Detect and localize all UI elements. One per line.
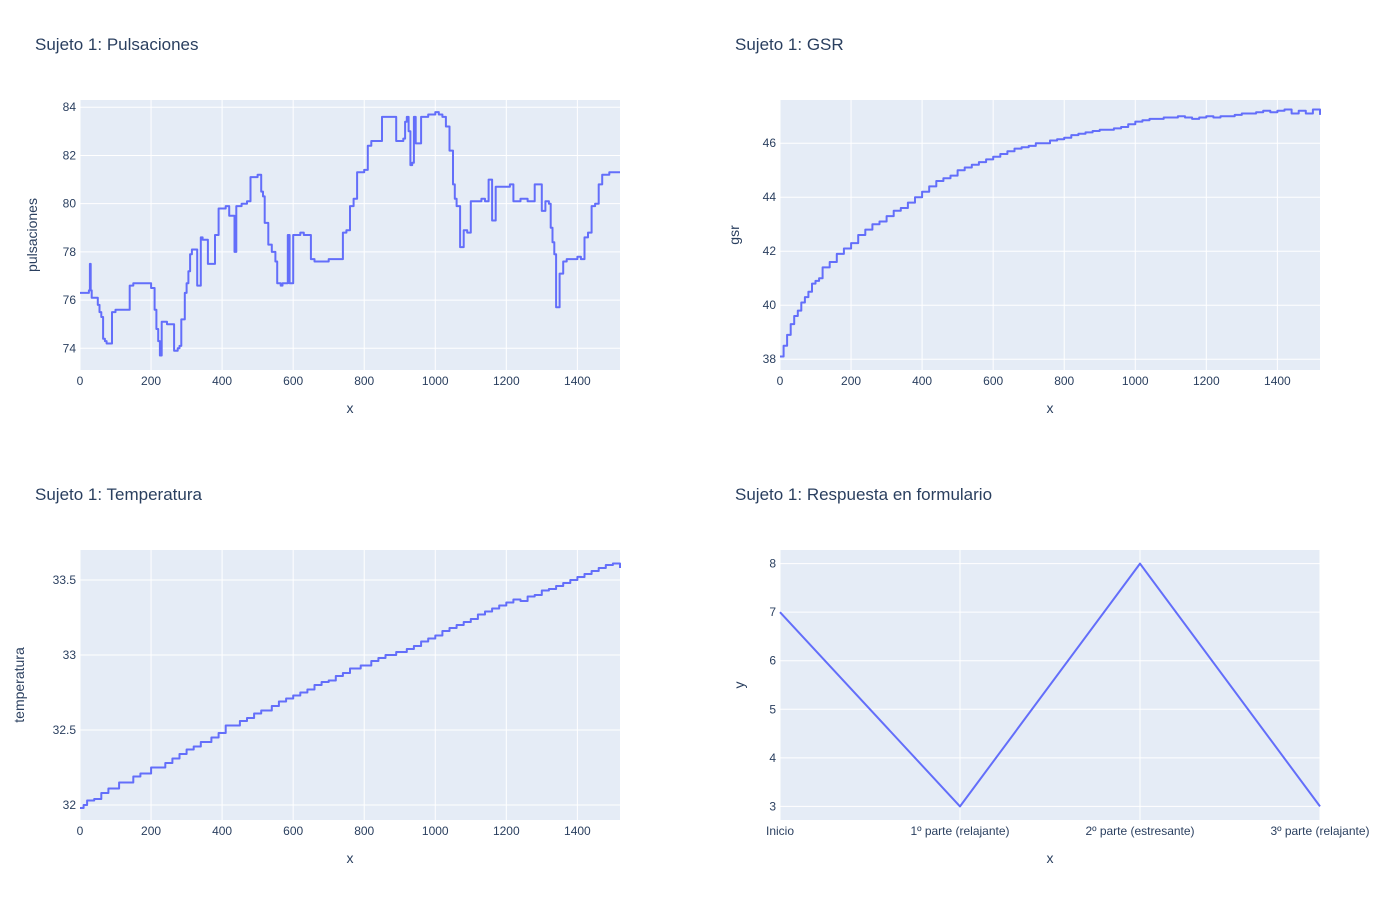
x-tick-label: 0 [777, 374, 784, 388]
y-tick-label: 3 [769, 799, 776, 813]
y-tick-label: 32.5 [53, 723, 77, 737]
series-line-temperatura [80, 562, 621, 809]
x-axis-label-gsr: x [1047, 400, 1054, 416]
x-tick-label: 600 [283, 374, 303, 388]
y-tick-label: 78 [63, 245, 77, 259]
x-tick-label: 1200 [1193, 374, 1220, 388]
y-axis-label-respuesta: y [731, 682, 747, 689]
y-tick-label: 74 [63, 341, 77, 355]
y-tick-label: 33.5 [53, 573, 77, 587]
x-axis-label-respuesta: x [1047, 850, 1054, 866]
y-tick-label: 44 [763, 190, 777, 204]
x-tick-label: 1º parte (relajante) [910, 824, 1009, 838]
x-axis-label-pulsaciones: x [347, 400, 354, 416]
x-tick-label: 2º parte (estresante) [1085, 824, 1194, 838]
y-tick-label: 4 [769, 751, 776, 765]
series-line-respuesta [779, 562, 1321, 808]
x-tick-label: 800 [354, 374, 374, 388]
x-tick-label: 1200 [493, 374, 520, 388]
x-tick-label: 1000 [422, 374, 449, 388]
x-tick-label: 200 [841, 374, 861, 388]
y-tick-label: 84 [63, 100, 77, 114]
x-tick-label: 600 [283, 824, 303, 838]
y-axis-label-gsr: gsr [726, 225, 742, 245]
chart-title-gsr: Sujeto 1: GSR [735, 35, 844, 54]
x-axis-label-temperatura: x [347, 850, 354, 866]
x-tick-label: 400 [212, 824, 232, 838]
x-tick-label: 1000 [1122, 374, 1149, 388]
y-tick-label: 80 [63, 197, 77, 211]
x-tick-label: 3º parte (relajante) [1270, 824, 1369, 838]
plot-area-gsr [779, 100, 1320, 370]
x-tick-label: 400 [212, 374, 232, 388]
y-tick-label: 42 [763, 244, 777, 258]
x-tick-label: Inicio [766, 824, 794, 838]
chart-gsr: Sujeto 1: GSR x gsr 0 200 400 600 800 1000 120… [726, 35, 1321, 416]
plot-area-temperatura [79, 550, 620, 820]
x-tick-label: 1400 [564, 374, 591, 388]
y-tick-label: 5 [769, 702, 776, 716]
y-tick-label: 82 [63, 148, 77, 162]
x-tick-label: 200 [141, 374, 161, 388]
x-tick-label: 1400 [564, 824, 591, 838]
series-line-pulsaciones [80, 111, 620, 357]
y-tick-label: 46 [763, 136, 777, 150]
chart-temperatura: Sujeto 1: Temperatura x temperatura 0 200… [11, 485, 621, 866]
x-tick-label: 1400 [1264, 374, 1291, 388]
plot-background [80, 550, 620, 820]
x-tick-label: 0 [77, 374, 84, 388]
series-line-gsr [780, 108, 1321, 358]
y-tick-label: 32 [63, 798, 77, 812]
x-tick-label: 600 [983, 374, 1003, 388]
y-axis-label-pulsaciones: pulsaciones [24, 198, 40, 272]
chart-respuesta: Sujeto 1: Respuesta en formulario x y In… [731, 485, 1370, 866]
x-tick-label: 400 [912, 374, 932, 388]
y-tick-label: 7 [769, 605, 776, 619]
y-tick-label: 6 [769, 654, 776, 668]
x-tick-label: 1000 [422, 824, 449, 838]
x-tick-label: 200 [141, 824, 161, 838]
chart-title-respuesta: Sujeto 1: Respuesta en formulario [735, 485, 992, 504]
plot-background [780, 100, 1320, 370]
chart-pulsaciones: Sujeto 1: Pulsaciones x pulsaciones 0 200… [24, 35, 620, 416]
chart-title-temperatura: Sujeto 1: Temperatura [35, 485, 202, 504]
y-axis-label-temperatura: temperatura [11, 647, 27, 723]
y-tick-label: 33 [63, 648, 77, 662]
x-tick-label: 800 [354, 824, 374, 838]
y-tick-label: 40 [763, 298, 777, 312]
y-tick-label: 38 [763, 352, 777, 366]
x-tick-label: 0 [77, 824, 84, 838]
y-tick-label: 76 [63, 293, 77, 307]
x-tick-label: 1200 [493, 824, 520, 838]
x-tick-label: 800 [1054, 374, 1074, 388]
chart-title-pulsaciones: Sujeto 1: Pulsaciones [35, 35, 199, 54]
y-tick-label: 8 [769, 557, 776, 571]
